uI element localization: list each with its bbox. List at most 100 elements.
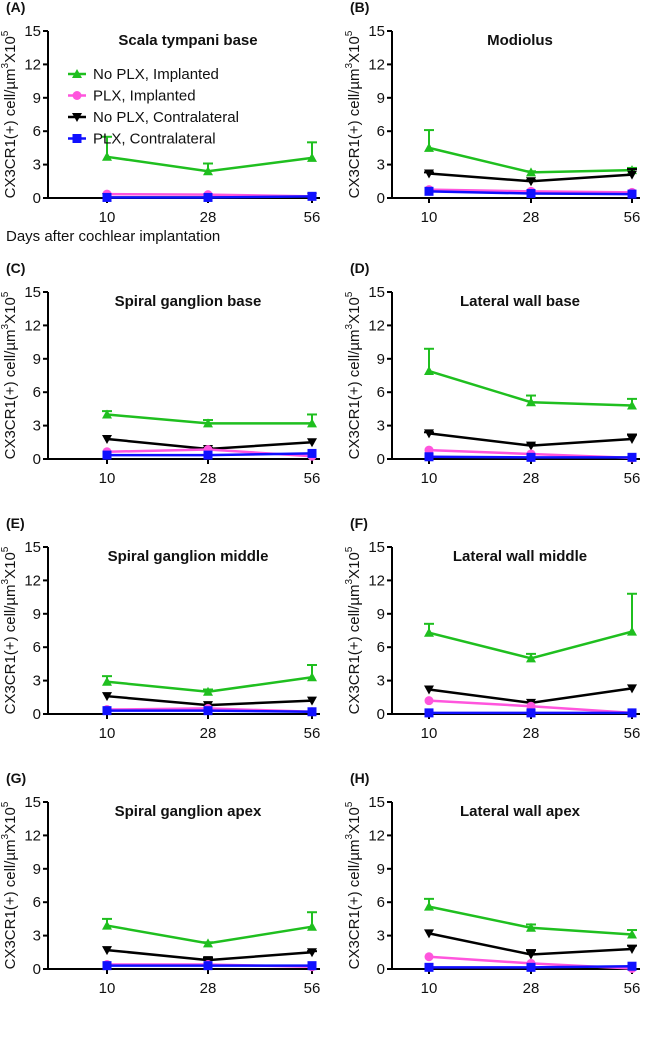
- y-tick-label: 3: [33, 673, 41, 690]
- data-point: [627, 452, 637, 462]
- y-tick-label: 12: [368, 56, 385, 73]
- y-tick-label: 6: [33, 384, 41, 401]
- data-point: [627, 684, 637, 694]
- y-axis-label: CX3CR1(+) cell/µm3X105: [0, 291, 19, 459]
- data-point: [102, 676, 112, 686]
- y-tick-label: 3: [377, 157, 385, 174]
- legend-label: No PLX, Contralateral: [93, 109, 239, 126]
- y-tick-label: 9: [33, 90, 41, 107]
- y-tick-label: 15: [24, 539, 41, 556]
- x-tick-label: 28: [200, 209, 217, 226]
- y-tick-label: 9: [33, 861, 41, 878]
- data-point: [102, 192, 112, 202]
- data-point: [526, 962, 536, 972]
- y-axis-label-part: 5: [0, 546, 11, 552]
- series-no-plx-implanted: [424, 897, 637, 939]
- y-tick-label: 12: [24, 56, 41, 73]
- panel-title: Lateral wall base: [460, 293, 580, 310]
- data-point: [307, 152, 317, 162]
- y-axis-label-part: CX3CR1(+) cell/µm: [2, 584, 19, 714]
- data-point: [424, 452, 434, 462]
- data-point: [102, 692, 112, 702]
- y-tick-label: 3: [377, 673, 385, 690]
- data-point: [203, 706, 213, 716]
- data-point: [424, 186, 434, 196]
- y-tick-label: 12: [24, 572, 41, 589]
- y-axis-label-part: CX3CR1(+) cell/µm: [346, 584, 363, 714]
- x-tick-label: 56: [304, 470, 321, 487]
- data-point: [526, 653, 536, 663]
- x-tick-label: 56: [624, 980, 641, 997]
- x-tick-label: 56: [304, 980, 321, 997]
- data-point: [307, 961, 317, 971]
- panel-c: (C) Spiral ganglion base 0 3 6 9 12 15 10 28 56 CX3…: [0, 260, 320, 487]
- x-axis-label: Days after cochlear implantation: [6, 228, 220, 245]
- y-axis-label-part: X10: [2, 552, 19, 579]
- x-tick-label: 28: [200, 980, 217, 997]
- panel-f: (F) Lateral wall middle 0 3 6 9 12 15 10 28 56 CX3C…: [344, 515, 640, 742]
- y-tick-label: 12: [368, 317, 385, 334]
- y-axis-label: CX3CR1(+) cell/µm3X105: [344, 546, 363, 714]
- y-tick-label: 0: [377, 451, 385, 468]
- data-point: [424, 962, 434, 972]
- series-no-plx-implanted: [102, 911, 317, 948]
- y-tick-label: 9: [377, 90, 385, 107]
- data-point: [627, 961, 637, 971]
- data-point: [307, 948, 317, 958]
- y-axis-label-part: 3: [0, 833, 11, 839]
- series-no-plx-implanted: [102, 409, 317, 428]
- data-point: [102, 409, 112, 419]
- y-tick-label: 6: [33, 894, 41, 911]
- y-axis-label-part: 5: [344, 801, 355, 807]
- data-point: [424, 696, 434, 706]
- data-point: [526, 397, 536, 407]
- series-no-plx-implanted: [424, 347, 637, 410]
- data-point: [526, 167, 536, 177]
- data-point: [424, 366, 434, 376]
- series-no-plx-implanted: [424, 592, 637, 663]
- y-tick-label: 3: [377, 418, 385, 435]
- data-point: [526, 452, 536, 462]
- y-tick-label: 15: [24, 794, 41, 811]
- x-tick-label: 28: [200, 470, 217, 487]
- series-plx-contralateral: [424, 708, 637, 718]
- y-axis-label-part: 3: [0, 578, 11, 584]
- x-tick-label: 56: [304, 209, 321, 226]
- y-axis-label-part: CX3CR1(+) cell/µm: [2, 68, 19, 198]
- y-tick-label: 9: [377, 606, 385, 623]
- data-point: [526, 189, 536, 199]
- panel-title: Modiolus: [487, 32, 553, 49]
- data-point: [627, 434, 637, 444]
- data-point: [424, 952, 434, 962]
- panel-label: (C): [6, 260, 25, 276]
- x-tick-label: 10: [99, 470, 116, 487]
- data-point: [424, 685, 434, 695]
- y-axis-label-part: 5: [344, 291, 355, 297]
- y-axis-label-part: X10: [2, 297, 19, 324]
- legend-item: PLX, Implanted: [68, 88, 196, 105]
- y-axis-label-part: 3: [0, 323, 11, 329]
- panel-g: (G) Spiral ganglion apex 0 3 6 9 12 15 10 28 56 CX3…: [0, 770, 320, 997]
- y-axis-label-part: CX3CR1(+) cell/µm: [346, 68, 363, 198]
- y-tick-label: 6: [377, 894, 385, 911]
- y-axis-label-part: 5: [344, 546, 355, 552]
- data-point: [424, 429, 434, 439]
- series-plx-contralateral: [102, 961, 317, 971]
- y-axis-label-part: 3: [344, 62, 355, 68]
- series-plx-contralateral: [424, 186, 637, 199]
- data-point: [102, 920, 112, 930]
- y-axis-label-part: 3: [344, 323, 355, 329]
- data-point: [424, 901, 434, 911]
- y-tick-label: 0: [33, 451, 41, 468]
- y-tick-label: 0: [33, 961, 41, 978]
- y-tick-label: 0: [377, 961, 385, 978]
- data-point: [307, 438, 317, 448]
- y-axis-label-part: X10: [346, 36, 363, 63]
- series-no-plx-implanted: [102, 664, 317, 696]
- y-axis-label-part: CX3CR1(+) cell/µm: [2, 839, 19, 969]
- data-point: [102, 450, 112, 460]
- data-point: [424, 142, 434, 152]
- series-no-plx-implanted: [102, 135, 317, 176]
- panel-label: (G): [6, 770, 26, 786]
- y-tick-label: 12: [24, 317, 41, 334]
